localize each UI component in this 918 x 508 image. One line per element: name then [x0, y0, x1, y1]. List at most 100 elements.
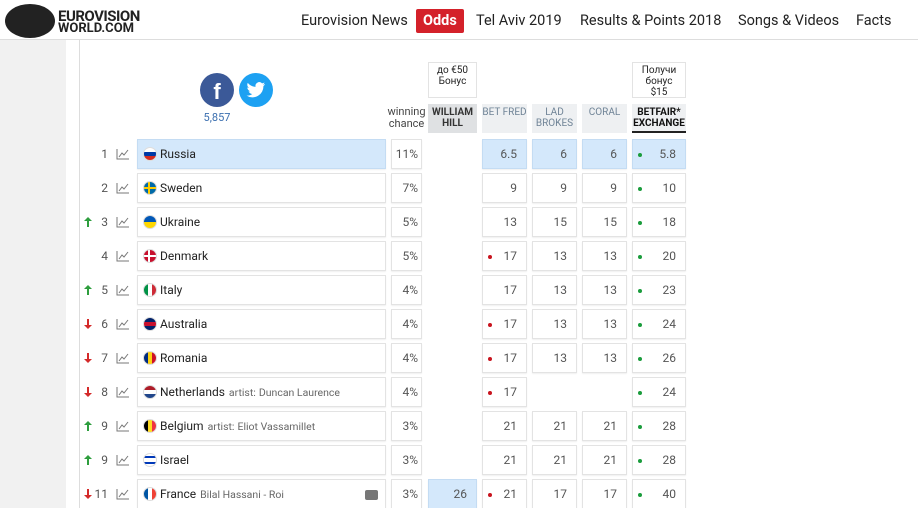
flag — [143, 215, 157, 229]
country-cell[interactable]: Italy — [137, 275, 386, 305]
odds-cell[interactable]: 17 — [482, 275, 527, 305]
odds-cell[interactable]: 21 — [482, 445, 527, 475]
odds-cell[interactable]: 21 — [582, 445, 627, 475]
odds-cell[interactable]: 21 — [532, 445, 577, 475]
odds-cell[interactable]: 6 — [532, 139, 577, 169]
side-gutter — [0, 40, 66, 508]
odds-cell[interactable]: 24 — [632, 309, 686, 339]
artist-prefix: artist: — [207, 420, 235, 433]
odds-cell[interactable]: 5.8 — [632, 139, 686, 169]
country: Australia — [160, 317, 208, 331]
artist: Duncan Laurence — [258, 386, 340, 399]
odds-cell[interactable]: 10 — [632, 173, 686, 203]
odds-cell[interactable]: 21 — [482, 479, 527, 508]
trend-chart-icon — [116, 285, 129, 296]
header-border — [0, 39, 918, 40]
country-cell[interactable]: Australia — [137, 309, 386, 339]
odds-cell[interactable]: 6 — [582, 139, 627, 169]
country-name: Sweden — [160, 174, 206, 202]
facebook-button[interactable]: f — [200, 73, 234, 107]
country-cell[interactable]: Romania — [137, 343, 386, 373]
winning-chance: 7% — [391, 173, 422, 203]
odds-cell[interactable]: 21 — [532, 411, 577, 441]
odds-cell[interactable]: 13 — [532, 309, 577, 339]
country-name: France Bilal Hassani - Roi — [160, 480, 284, 508]
column-header: BETFAIR* EXCHANGE — [632, 104, 686, 133]
odds-cell[interactable]: 26 — [428, 479, 477, 508]
odds-cell[interactable]: 40 — [632, 479, 686, 508]
flag — [143, 181, 157, 195]
trend-chart-icon — [116, 217, 129, 228]
country-name: Netherlands artist: Duncan Laurence — [160, 378, 340, 407]
nav-item[interactable]: Odds — [416, 9, 464, 33]
trend-chart-icon — [116, 183, 129, 194]
odds-cell[interactable]: 28 — [632, 411, 686, 441]
country-cell[interactable]: Russia — [137, 139, 386, 169]
odds-cell[interactable]: 17 — [582, 479, 627, 508]
odds-cell[interactable]: 13 — [482, 207, 527, 237]
bonus-badge[interactable]: Получи бонус $15 — [632, 62, 686, 98]
country-cell[interactable]: Netherlands artist: Duncan Laurence — [137, 377, 386, 407]
nav-item[interactable]: Songs & Videos — [738, 12, 840, 29]
odds-cell[interactable]: 9 — [532, 173, 577, 203]
odds-cell[interactable]: 9 — [582, 173, 627, 203]
nav-item[interactable]: Facts — [856, 12, 892, 29]
rank: 4 — [101, 249, 108, 263]
share-count: 5,857 — [203, 111, 231, 124]
odds-cell[interactable]: 17 — [482, 309, 527, 339]
winning-chance: 3% — [391, 479, 422, 508]
artist-prefix: artist: — [228, 386, 256, 399]
odds-dot — [638, 425, 642, 429]
odds-cell[interactable]: 26 — [632, 343, 686, 373]
odds-cell[interactable]: 28 — [632, 445, 686, 475]
odds-cell[interactable]: 13 — [532, 343, 577, 373]
country-cell[interactable]: Ukraine — [137, 207, 386, 237]
rank: 2 — [101, 181, 108, 195]
logo-line2[interactable]: WORLD.COM — [58, 21, 135, 36]
odds-cell[interactable]: 6.5 — [482, 139, 527, 169]
odds-cell[interactable]: 21 — [582, 411, 627, 441]
logo-globe[interactable] — [5, 4, 55, 38]
odds-cell[interactable]: 20 — [632, 241, 686, 271]
odds-cell[interactable]: 17 — [482, 241, 527, 271]
odds-cell[interactable]: 15 — [532, 207, 577, 237]
winning-chance: 4% — [391, 275, 422, 305]
odds-cell[interactable]: 13 — [532, 241, 577, 271]
country-name: Denmark — [160, 242, 212, 270]
odds-cell[interactable]: 9 — [482, 173, 527, 203]
odds-cell[interactable]: 13 — [582, 309, 627, 339]
odds-cell[interactable]: 17 — [482, 343, 527, 373]
odds-dot — [488, 323, 492, 327]
odds-cell[interactable]: 13 — [582, 241, 627, 271]
video-icon[interactable] — [365, 490, 378, 500]
odds-dot — [488, 493, 492, 497]
winning-chance: 5% — [391, 241, 422, 271]
flag — [143, 419, 157, 433]
odds-cell[interactable]: 17 — [532, 479, 577, 508]
odds-dot — [638, 255, 642, 259]
odds-cell[interactable]: 13 — [582, 343, 627, 373]
country-cell[interactable]: Denmark — [137, 241, 386, 271]
nav-item[interactable]: Results & Points 2018 — [580, 12, 722, 29]
odds-cell[interactable]: 13 — [532, 275, 577, 305]
bonus-badge[interactable]: до €50 Бонус — [428, 62, 477, 98]
odds-cell[interactable]: 13 — [582, 275, 627, 305]
odds-cell[interactable]: 24 — [632, 377, 686, 407]
nav-item[interactable]: Eurovision News — [301, 12, 408, 29]
nav-item[interactable]: Tel Aviv 2019 — [476, 12, 562, 29]
country-cell[interactable]: Belgium artist: Eliot Vassamillet — [137, 411, 386, 441]
odds-cell[interactable]: 21 — [482, 411, 527, 441]
odds-dot — [638, 493, 642, 497]
country-cell[interactable]: Sweden — [137, 173, 386, 203]
logo-line1[interactable]: EUROVISION — [58, 7, 140, 25]
odds-cell[interactable]: 17 — [482, 377, 527, 407]
odds-cell[interactable]: 15 — [582, 207, 627, 237]
odds-cell[interactable]: 23 — [632, 275, 686, 305]
trend-chart-icon — [116, 251, 129, 262]
country-name: Romania — [160, 344, 211, 372]
country-cell[interactable]: France Bilal Hassani - Roi — [137, 479, 386, 508]
country-cell[interactable]: Israel — [137, 445, 386, 475]
odds-dot — [638, 221, 642, 225]
odds-cell[interactable]: 18 — [632, 207, 686, 237]
winning-chance: 11% — [391, 139, 422, 169]
